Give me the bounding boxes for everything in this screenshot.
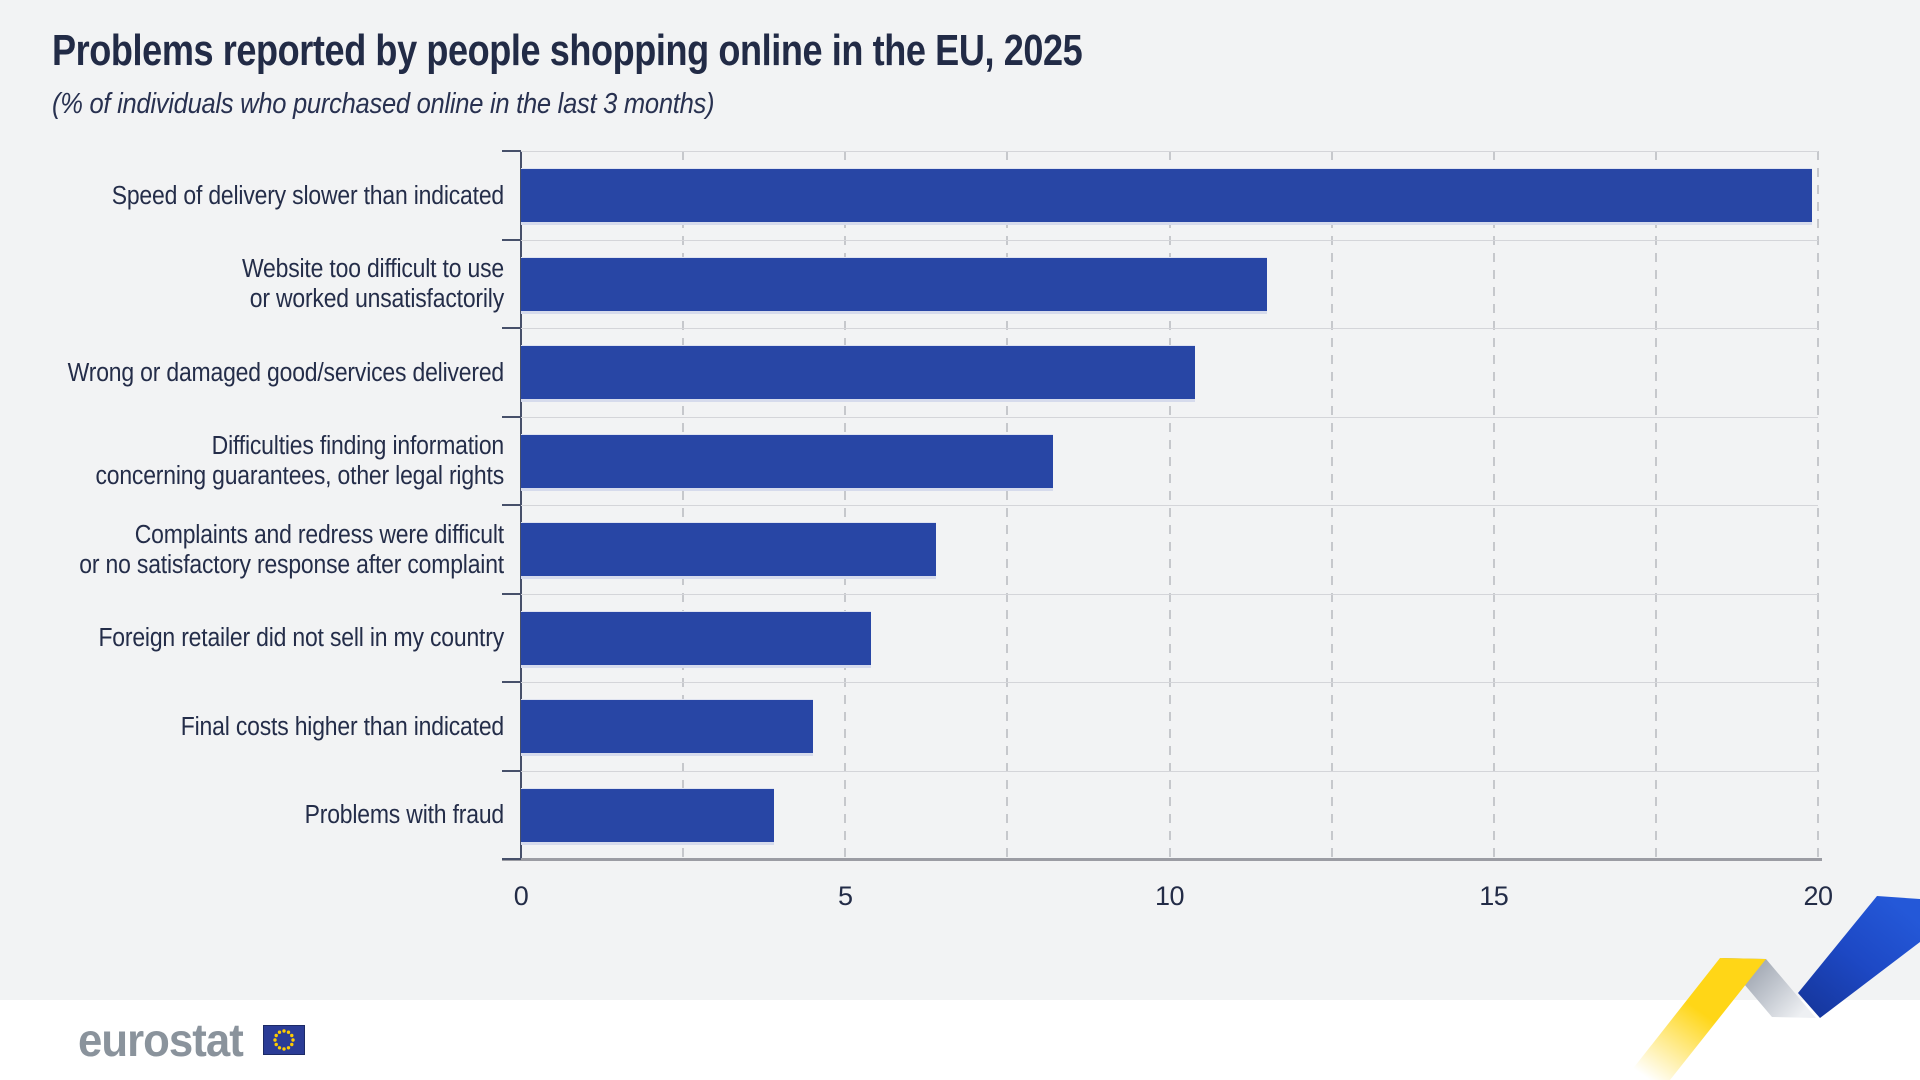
flag-star: [273, 1038, 278, 1042]
y-axis-tick: [502, 150, 521, 152]
flag-star: [274, 1033, 279, 1038]
category-label: Website too difficult to use or worked u…: [241, 255, 504, 314]
bar: [521, 169, 1812, 222]
x-tick-label: 10: [1154, 881, 1185, 911]
bar-row: Difficulties finding information concern…: [95, 416, 1818, 506]
bar: [521, 434, 1053, 488]
y-axis-tick: [502, 681, 521, 683]
eu-flag-icon: [263, 1025, 306, 1055]
flag-star: [290, 1042, 294, 1047]
flag-star: [291, 1038, 296, 1042]
bar: [521, 788, 774, 842]
bar-row: Foreign retailer did not sell in my coun…: [98, 593, 1818, 683]
gridline: [1817, 151, 1819, 859]
y-axis-tick: [502, 592, 521, 595]
chart-card: Problems reported by people shopping onl…: [0, 0, 1920, 1000]
flag-star: [287, 1046, 291, 1050]
flag-star: [282, 1029, 287, 1033]
chart-title: Problems reported by people shopping onl…: [52, 26, 1083, 75]
chart-subtitle: (% of individuals who purchased online i…: [52, 88, 715, 120]
category-label: Foreign retailer did not sell in my coun…: [98, 624, 504, 653]
y-axis-tick: [502, 327, 521, 329]
y-axis-tick: [502, 858, 521, 860]
flag-star: [287, 1030, 291, 1034]
eurostat-logo: eurostat: [78, 1013, 306, 1067]
flag-star: [282, 1047, 287, 1051]
bar-row: Complaints and redress were difficult or…: [79, 505, 1818, 594]
y-axis-tick: [502, 415, 521, 418]
bar-row: Problems with fraud: [305, 770, 1818, 860]
flag-star: [290, 1033, 294, 1038]
x-tick-label: 20: [1803, 881, 1833, 911]
eurostat-logo-text: eurostat: [78, 1014, 244, 1066]
bar: [521, 257, 1267, 311]
footer-strip: [0, 1000, 1920, 1080]
bar-row: Final costs higher than indicated: [181, 682, 1818, 771]
bar: [521, 611, 872, 665]
category-label: Complaints and redress were difficult or…: [79, 520, 504, 579]
y-axis-tick: [502, 238, 521, 241]
bar-row: Website too difficult to use or worked u…: [242, 239, 1818, 329]
x-tick-label: 5: [837, 881, 853, 911]
bar: [521, 523, 937, 576]
y-axis-tick: [502, 504, 521, 506]
bar-row: Wrong or damaged good/services delivered: [68, 328, 1818, 417]
plot-area: Speed of delivery slower than indicated W…: [68, 150, 1833, 911]
zigzag-ribbon-decoration: [1624, 896, 1920, 1080]
category-label: Wrong or damaged good/services delivered: [67, 358, 505, 387]
bar: [521, 346, 1196, 399]
flag-star: [278, 1030, 282, 1034]
flag-star: [274, 1042, 279, 1047]
x-tick-label: 0: [513, 881, 529, 911]
category-label: Speed of delivery slower than indicated: [111, 181, 504, 210]
flag-star: [278, 1046, 282, 1050]
ribbon-yellow-segment: [1624, 958, 1766, 1080]
ribbon-blue-segment: [1798, 896, 1920, 1018]
category-label: Difficulties finding information concern…: [95, 432, 504, 491]
category-label: Final costs higher than indicated: [180, 712, 504, 741]
x-axis-line: [502, 858, 1822, 861]
category-label: Problems with fraud: [304, 801, 505, 830]
bar: [521, 700, 813, 753]
y-axis-tick: [502, 769, 521, 772]
bar-row: Speed of delivery slower than indicated: [112, 151, 1818, 240]
x-tick-label: 15: [1479, 881, 1509, 911]
